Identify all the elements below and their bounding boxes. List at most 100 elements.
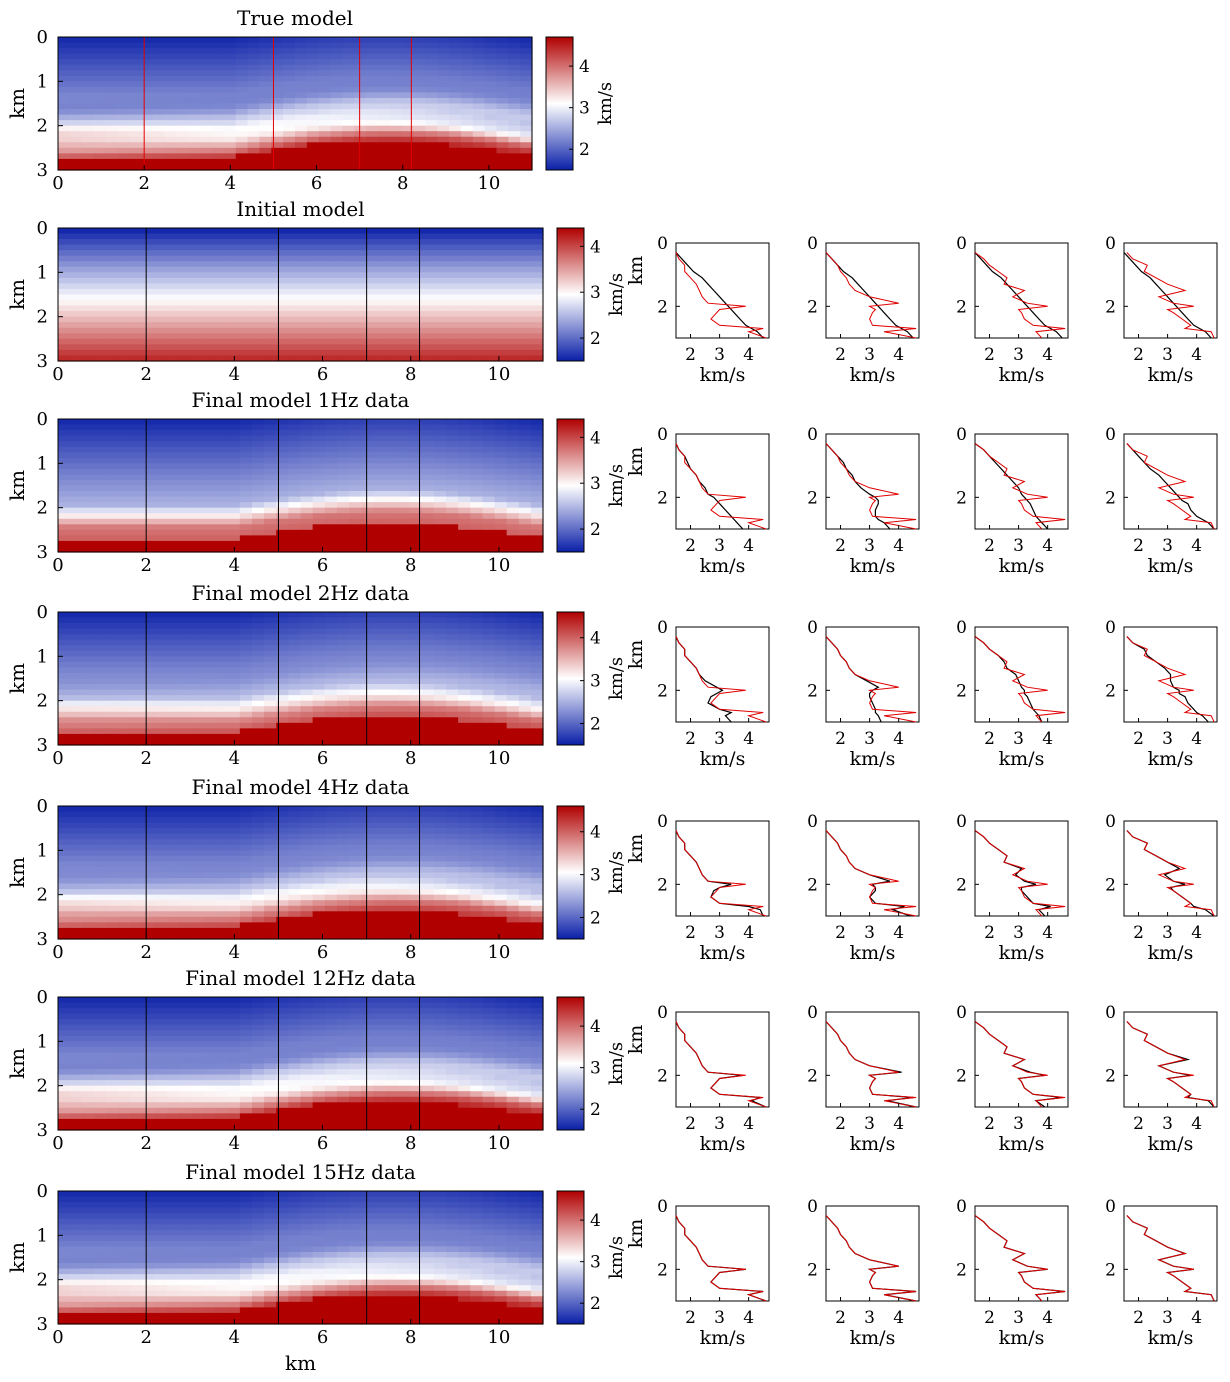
velocity-cell bbox=[508, 53, 521, 60]
velocity-cell bbox=[203, 833, 217, 840]
velocity-cell bbox=[530, 828, 544, 835]
velocity-cell bbox=[239, 889, 253, 896]
velocity-cell bbox=[446, 344, 459, 351]
velocity-cell bbox=[470, 300, 483, 307]
velocity-cell bbox=[312, 822, 326, 829]
velocity-cell bbox=[239, 261, 253, 268]
velocity-cell bbox=[336, 872, 350, 879]
velocity-cell bbox=[264, 684, 277, 691]
velocity-cell bbox=[389, 120, 403, 127]
velocity-cell bbox=[155, 266, 168, 273]
velocity-cell bbox=[58, 894, 71, 901]
velocity-cell bbox=[58, 277, 71, 285]
velocity-cell bbox=[389, 86, 403, 94]
velocity-cell bbox=[215, 255, 229, 262]
velocity-cell bbox=[342, 86, 355, 94]
velocity-cell bbox=[105, 59, 118, 66]
velocity-cell bbox=[167, 617, 180, 624]
velocity-cell bbox=[129, 136, 142, 143]
velocity-cell bbox=[69, 142, 83, 149]
velocity-cell bbox=[252, 546, 265, 553]
velocity-cell bbox=[336, 866, 350, 874]
velocity-cell bbox=[518, 639, 532, 646]
velocity-cell bbox=[105, 120, 118, 127]
velocity-cell bbox=[361, 228, 374, 235]
velocity-cell bbox=[252, 689, 265, 696]
velocity-cell bbox=[373, 706, 386, 713]
velocity-cell bbox=[94, 250, 108, 257]
velocity-cell bbox=[496, 164, 509, 171]
velocity-cell bbox=[472, 153, 486, 160]
velocity-cell bbox=[252, 540, 265, 548]
velocity-cell bbox=[70, 468, 83, 476]
velocity-cell bbox=[58, 806, 71, 813]
velocity-cell bbox=[118, 811, 132, 818]
x-tick-label: 10 bbox=[487, 748, 510, 769]
velocity-cell bbox=[94, 546, 108, 553]
velocity-cell bbox=[276, 855, 289, 863]
velocity-cell bbox=[373, 546, 386, 553]
velocity-cell bbox=[188, 131, 201, 138]
velocity-cell bbox=[264, 435, 277, 442]
velocity-cell bbox=[69, 37, 83, 44]
velocity-cell bbox=[421, 452, 435, 459]
velocity-cell bbox=[433, 678, 447, 685]
velocity-cell bbox=[252, 711, 265, 718]
velocity-cell bbox=[518, 628, 532, 635]
colorbar-label: km/s bbox=[595, 82, 616, 125]
velocity-cell bbox=[425, 64, 438, 71]
velocity-cell bbox=[81, 125, 95, 132]
velocity-cell bbox=[140, 92, 154, 99]
velocity-cell bbox=[401, 125, 415, 132]
velocity-cell bbox=[252, 294, 265, 301]
velocity-cell bbox=[300, 446, 314, 453]
velocity-cell bbox=[389, 97, 403, 105]
velocity-cell bbox=[336, 540, 350, 548]
velocity-cell bbox=[188, 37, 201, 44]
velocity-cell bbox=[82, 255, 95, 262]
velocity-cell bbox=[300, 338, 314, 345]
velocity-cell bbox=[349, 739, 362, 746]
velocity-cell bbox=[82, 894, 95, 901]
velocity-cell bbox=[421, 628, 435, 635]
velocity-cell bbox=[264, 872, 277, 879]
velocity-cell bbox=[58, 294, 71, 301]
velocity-cell bbox=[106, 911, 120, 918]
velocity-cell bbox=[484, 48, 498, 55]
velocity-cell bbox=[94, 430, 108, 437]
velocity-cell bbox=[129, 86, 142, 94]
velocity-cell bbox=[167, 239, 180, 246]
velocity-cell bbox=[264, 922, 277, 929]
velocity-cell bbox=[283, 109, 296, 116]
velocity-cell bbox=[397, 728, 411, 735]
velocity-cell bbox=[470, 546, 483, 553]
velocity-cell bbox=[349, 844, 362, 851]
velocity-cell bbox=[373, 900, 386, 907]
velocity-cell bbox=[69, 131, 83, 138]
velocity-cell bbox=[300, 430, 314, 437]
velocity-cell bbox=[203, 839, 217, 846]
velocity-cell bbox=[223, 64, 237, 71]
velocity-cell bbox=[530, 228, 544, 235]
velocity-cell bbox=[288, 695, 302, 702]
velocity-cell bbox=[215, 916, 229, 923]
velocity-cell bbox=[458, 244, 471, 251]
velocity-cell bbox=[312, 524, 326, 531]
velocity-cell bbox=[58, 828, 71, 835]
panel-title: Initial model bbox=[236, 197, 364, 221]
velocity-cell bbox=[82, 822, 95, 829]
velocity-cell bbox=[106, 922, 120, 929]
velocity-cell bbox=[69, 125, 83, 132]
velocity-cell bbox=[336, 255, 350, 262]
velocity-cell bbox=[106, 889, 120, 896]
velocity-cell bbox=[227, 689, 241, 696]
velocity-cell bbox=[324, 733, 338, 741]
velocity-cell bbox=[446, 717, 459, 724]
velocity-cell bbox=[413, 164, 426, 171]
velocity-cell bbox=[482, 349, 496, 357]
velocity-cell bbox=[252, 667, 265, 674]
velocity-cell bbox=[252, 728, 265, 735]
velocity-cell bbox=[361, 900, 374, 907]
y-axis-label: km bbox=[5, 663, 29, 694]
velocity-cell bbox=[530, 322, 544, 329]
